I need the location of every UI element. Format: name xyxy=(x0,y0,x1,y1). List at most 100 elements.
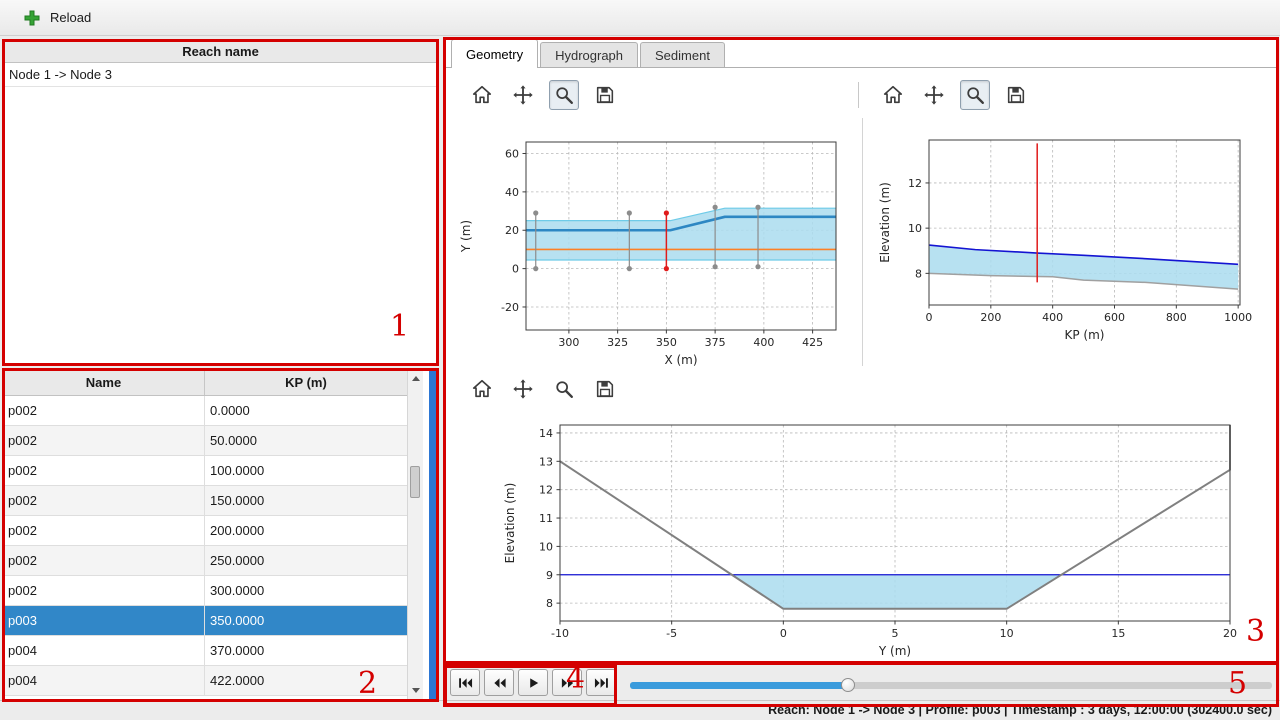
cell-name: p002 xyxy=(3,576,205,606)
status-bar: Reach: Node 1 -> Node 3 | Profile: p003 … xyxy=(0,700,1280,720)
toolbar-separator xyxy=(858,82,859,108)
svg-text:-5: -5 xyxy=(666,627,677,640)
scrollbar-down-arrow-icon[interactable] xyxy=(408,682,424,699)
profile-table-row[interactable]: p004 422.0000 xyxy=(3,666,407,696)
timeline-slider[interactable] xyxy=(630,678,1272,692)
svg-text:200: 200 xyxy=(980,311,1001,324)
long-profile-plot[interactable]: 0 200 400 600 800 1000 8 10 12 KP (m) Elevation (m… xyxy=(862,118,1262,366)
svg-text:350: 350 xyxy=(656,336,677,349)
home-tool-button[interactable] xyxy=(467,80,497,110)
profile-table-row[interactable]: p002 300.0000 xyxy=(3,576,407,606)
svg-text:-10: -10 xyxy=(551,627,569,640)
save-icon xyxy=(596,380,614,398)
plan-view-plot[interactable]: 300 325 350 375 400 425 -20 0 20 40 60 X (m) Y (m) xyxy=(450,118,862,366)
svg-text:400: 400 xyxy=(753,336,774,349)
column-header-kp: KP (m) xyxy=(285,375,327,390)
cell-kp: 200.0000 xyxy=(205,516,407,546)
profile-table-row[interactable]: p002 200.0000 xyxy=(3,516,407,546)
svg-text:11: 11 xyxy=(539,512,553,525)
svg-text:325: 325 xyxy=(607,336,628,349)
profile-table-row[interactable]: p004 370.0000 xyxy=(3,636,407,666)
scrollbar-gap xyxy=(423,370,429,699)
scrollbar-thumb[interactable] xyxy=(410,466,420,498)
pan-tool-button[interactable] xyxy=(919,80,949,110)
skip-last-icon xyxy=(594,677,608,688)
save-tool-button[interactable] xyxy=(590,374,620,404)
cell-kp: 370.0000 xyxy=(205,636,407,666)
svg-text:X (m): X (m) xyxy=(664,353,697,366)
cross-section-toolbar xyxy=(467,372,620,406)
svg-text:10: 10 xyxy=(539,540,553,553)
cell-kp: 300.0000 xyxy=(205,576,407,606)
top-toolbar: Reload xyxy=(0,0,1280,36)
svg-text:Elevation (m): Elevation (m) xyxy=(503,483,517,564)
cell-kp: 250.0000 xyxy=(205,546,407,576)
reload-label: Reload xyxy=(50,10,92,25)
timeline-slider-handle[interactable] xyxy=(841,678,856,692)
cell-kp: 350.0000 xyxy=(205,606,407,636)
profile-table-row[interactable]: p002 100.0000 xyxy=(3,456,407,486)
profile-table-body: p002 0.0000 p002 50.0000 p002 100.0000 p… xyxy=(3,396,407,696)
profile-table-row[interactable]: p002 250.0000 xyxy=(3,546,407,576)
cell-name: p002 xyxy=(3,426,205,456)
svg-text:10: 10 xyxy=(1000,627,1014,640)
play-button[interactable] xyxy=(518,669,548,696)
tab-geometry[interactable]: Geometry xyxy=(451,39,539,68)
home-icon xyxy=(472,379,492,398)
skip-first-button[interactable] xyxy=(450,669,480,696)
reload-button[interactable]: Reload xyxy=(24,10,91,26)
save-tool-button[interactable] xyxy=(1001,80,1031,110)
zoom-tool-button[interactable] xyxy=(960,80,990,110)
svg-text:KP (m): KP (m) xyxy=(1065,328,1105,342)
cell-kp: 422.0000 xyxy=(205,666,407,696)
skip-last-button[interactable] xyxy=(586,669,616,696)
zoom-icon xyxy=(556,381,573,398)
profile-table-row[interactable]: p003 350.0000 xyxy=(3,606,407,636)
splitter-handle[interactable] xyxy=(428,370,438,699)
status-text: Reach: Node 1 -> Node 3 | Profile: p003 … xyxy=(768,703,1272,717)
fast-forward-button[interactable] xyxy=(552,669,582,696)
tab-sediment[interactable]: Sediment xyxy=(640,42,725,67)
svg-text:300: 300 xyxy=(558,336,579,349)
reach-list-item[interactable]: Node 1 -> Node 3 xyxy=(3,63,438,87)
profile-table-row[interactable]: p002 0.0000 xyxy=(3,396,407,426)
profile-table-scrollbar[interactable] xyxy=(407,370,423,699)
zoom-tool-button[interactable] xyxy=(549,374,579,404)
svg-text:600: 600 xyxy=(1104,311,1125,324)
reload-plus-icon xyxy=(24,10,40,25)
cell-name: p002 xyxy=(3,546,205,576)
rewind-button[interactable] xyxy=(484,669,514,696)
home-tool-button[interactable] xyxy=(878,80,908,110)
home-icon xyxy=(883,85,903,104)
svg-text:8: 8 xyxy=(546,597,553,610)
profile-table-panel: Name KP (m) p002 0.0000 p002 50.0000 p00… xyxy=(2,369,439,700)
zoom-tool-button[interactable] xyxy=(549,80,579,110)
profile-table-row[interactable]: p002 150.0000 xyxy=(3,486,407,516)
svg-text:375: 375 xyxy=(705,336,726,349)
cross-section-plot[interactable]: -10 -5 0 5 10 15 20 8 9 10 11 12 13 14 Y (m) Elevation … xyxy=(450,410,1262,662)
svg-text:8: 8 xyxy=(915,267,922,280)
reach-panel-header: Reach name xyxy=(3,41,438,63)
cell-name: p002 xyxy=(3,396,205,426)
svg-text:800: 800 xyxy=(1166,311,1187,324)
pan-tool-button[interactable] xyxy=(508,80,538,110)
profile-table: Name KP (m) p002 0.0000 p002 50.0000 p00… xyxy=(3,370,407,699)
scrollbar-up-arrow-icon[interactable] xyxy=(408,370,424,387)
svg-text:40: 40 xyxy=(505,186,519,199)
timeline-slider-fill xyxy=(630,682,849,689)
svg-text:400: 400 xyxy=(1042,311,1063,324)
svg-text:425: 425 xyxy=(802,336,823,349)
svg-text:10: 10 xyxy=(908,222,922,235)
cell-kp: 0.0000 xyxy=(205,396,407,426)
svg-text:0: 0 xyxy=(780,627,787,640)
long-profile-toolbar xyxy=(878,78,1031,112)
profile-table-row[interactable]: p002 50.0000 xyxy=(3,426,407,456)
home-tool-button[interactable] xyxy=(467,374,497,404)
pan-tool-button[interactable] xyxy=(508,374,538,404)
tab-hydrograph[interactable]: Hydrograph xyxy=(540,42,639,67)
svg-text:Elevation (m): Elevation (m) xyxy=(878,182,892,263)
svg-text:14: 14 xyxy=(539,427,553,440)
pan-icon xyxy=(513,85,533,105)
save-tool-button[interactable] xyxy=(590,80,620,110)
cell-name: p002 xyxy=(3,486,205,516)
